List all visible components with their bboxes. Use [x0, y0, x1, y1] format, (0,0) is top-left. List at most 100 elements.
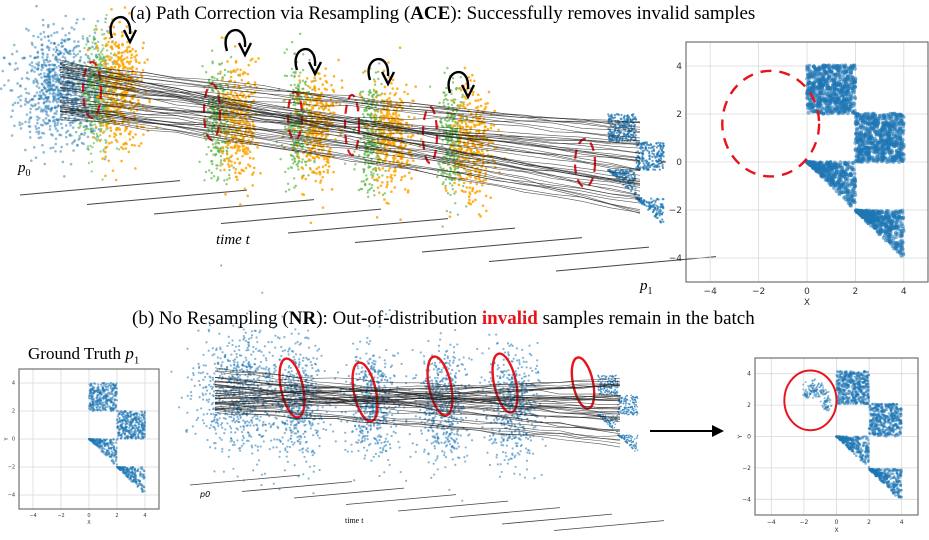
sample-dot: [442, 167, 445, 171]
sample-dot: [383, 92, 387, 96]
sample-dot: [654, 200, 657, 204]
sample-dot: [485, 149, 489, 152]
sample-dot: [464, 122, 468, 126]
sample-dot: [373, 113, 377, 116]
sample-dot: [88, 34, 91, 38]
sample-dot: [660, 153, 663, 157]
sample-dot: [655, 142, 658, 145]
sample-dot: [249, 58, 253, 62]
sample-dot: [615, 131, 618, 134]
sample-dot: [85, 43, 88, 46]
sample-dot: [30, 68, 34, 72]
sample-dot: [98, 58, 101, 61]
sample-dot: [107, 159, 111, 163]
sample-dot: [476, 93, 480, 97]
sample-dot: [404, 144, 408, 147]
sample-dot: [211, 62, 214, 65]
sample-dot: [381, 174, 384, 177]
sample-dot: [471, 90, 475, 94]
sample-dot: [27, 29, 30, 32]
sample-dot: [478, 189, 481, 193]
sample-dot: [25, 113, 29, 116]
sample-dot: [468, 186, 472, 189]
sample-dot: [320, 91, 323, 95]
sample-dot: [247, 163, 250, 166]
sample-dot: [93, 47, 96, 51]
sample-dot: [641, 153, 644, 156]
sample-dot: [642, 199, 645, 203]
sample-dot: [125, 25, 129, 28]
sample-dot: [293, 74, 296, 78]
panel-b-method: NR: [288, 308, 317, 329]
sample-dot: [226, 91, 230, 95]
sample-dot: [55, 78, 59, 81]
sample-dot: [366, 195, 370, 199]
sample-dot: [40, 63, 44, 67]
floor-line: [397, 500, 509, 512]
sample-dot: [119, 132, 122, 136]
sample-dot: [451, 77, 455, 80]
sample-dot: [246, 194, 249, 198]
sample-dot: [76, 80, 80, 84]
sample-dot: [332, 170, 335, 174]
sample-dot: [653, 155, 656, 158]
sample-dot: [78, 122, 81, 126]
sample-dot: [219, 70, 222, 74]
sample-dot: [34, 156, 38, 160]
sample-dot: [218, 62, 221, 66]
sample-dot: [27, 92, 31, 95]
sample-dot: [376, 70, 380, 73]
sample-dot: [317, 87, 321, 91]
sample-dot: [254, 60, 257, 63]
sample-dot: [138, 61, 141, 65]
sample-dot: [406, 92, 410, 96]
sample-dot: [383, 85, 387, 89]
sample-dot: [71, 142, 74, 145]
sample-dot: [215, 179, 219, 182]
sample-dot: [459, 88, 463, 92]
sample-dot: [412, 159, 415, 163]
sample-dot: [475, 190, 479, 193]
sample-dot: [238, 161, 242, 164]
sample-dot: [366, 191, 369, 194]
sample-dot: [453, 147, 457, 151]
sample-dot: [406, 159, 409, 162]
sample-dot: [210, 176, 213, 180]
floor-line: [449, 507, 561, 518]
sample-dot: [652, 149, 656, 152]
sample-dot: [214, 142, 217, 145]
sample-dot: [127, 45, 131, 49]
sample-dot: [298, 32, 302, 36]
sample-dot: [44, 63, 47, 67]
sample-dot: [223, 159, 226, 162]
sample-dot: [15, 50, 19, 53]
sample-dot: [212, 175, 216, 178]
sample-dot: [30, 103, 33, 107]
sample-dot: [98, 139, 102, 143]
sample-dot: [70, 134, 73, 137]
sample-dot: [370, 170, 373, 174]
floor-line: [555, 256, 717, 272]
sample-dot: [471, 186, 474, 190]
sample-dot: [242, 71, 246, 74]
sample-dot: [648, 151, 651, 155]
sample-dot: [294, 184, 298, 188]
sample-dot: [10, 89, 14, 92]
sample-dot: [380, 82, 383, 86]
sample-dot: [238, 73, 242, 76]
panel-a-method: ACE: [410, 3, 451, 24]
sample-dot: [28, 99, 32, 102]
sample-dot: [36, 82, 40, 85]
sample-dot: [332, 90, 336, 93]
sample-dot: [94, 27, 98, 31]
sample-dot: [53, 42, 56, 45]
sample-dot: [81, 37, 85, 40]
sample-dot: [125, 48, 129, 52]
sample-dot: [454, 87, 458, 90]
sample-dot: [61, 55, 65, 59]
sample-dot: [450, 103, 454, 107]
sample-dot: [292, 162, 295, 165]
floor-line: [354, 227, 516, 243]
sample-dot: [330, 83, 333, 87]
sample-dot: [216, 72, 220, 76]
